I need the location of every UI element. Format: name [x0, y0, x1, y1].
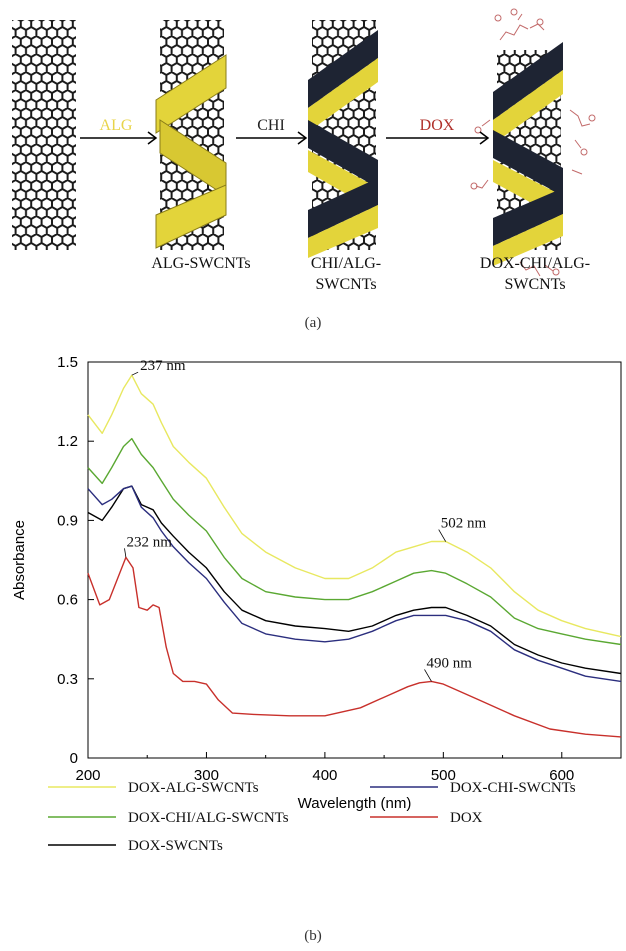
- product-label-alg-swcnts: ALG-SWCNTs: [151, 255, 250, 272]
- annotation-label: 232 nm: [127, 534, 173, 550]
- legend: DOX-ALG-SWCNTs DOX-CHI-SWCNTs DOX-CHI/ALG-…: [48, 780, 576, 854]
- nanotube-alg: [155, 20, 227, 250]
- series-line-dox: [87, 556, 622, 738]
- y-tick-label: 0.6: [57, 592, 78, 609]
- chi-band: [493, 130, 563, 196]
- y-tick-label: 1.2: [57, 433, 78, 450]
- legend-label: DOX-CHI/ALG-SWCNTs: [128, 810, 289, 826]
- y-tick-label: 1.5: [57, 354, 78, 371]
- series-line-dox-swcnts: [87, 485, 622, 675]
- reagent-label-dox: DOX: [420, 117, 455, 134]
- annotation-leader: [131, 371, 139, 376]
- arrow-step-3: [386, 131, 490, 145]
- series-line-dox-chi-swcnts: [87, 485, 622, 683]
- reagent-label-chi: CHI: [257, 117, 285, 134]
- x-tick-label: 400: [312, 767, 337, 784]
- absorbance-chart: 200 300 400 500 600 0 0.3 0.6 0.9 1.2 1.5 Wavelengt…: [11, 354, 622, 944]
- panel-label-a: (a): [305, 315, 322, 331]
- alg-band: [155, 184, 227, 249]
- axes: 200 300 400 500 600 0 0.3 0.6 0.9 1.2 1.5 Wavelengt…: [11, 354, 622, 812]
- product-label-chi-alg-line2: SWCNTs: [315, 276, 376, 293]
- chi-band: [308, 30, 378, 108]
- legend-label: DOX-ALG-SWCNTs: [128, 780, 259, 796]
- series-line-dox-chi-alg-swcnts: [87, 437, 622, 646]
- y-tick-label: 0.9: [57, 512, 78, 529]
- alg-band: [308, 205, 378, 258]
- legend-label: DOX-SWCNTs: [128, 838, 223, 854]
- product-label-chi-alg-line1: CHI/ALG-: [311, 255, 381, 272]
- annotation-label: 237 nm: [140, 358, 186, 374]
- dox-molecules: [470, 8, 596, 277]
- plot-frame: [87, 361, 622, 759]
- series-layer: [87, 374, 622, 738]
- alg-band: [308, 58, 378, 132]
- alg-band: [493, 70, 563, 144]
- x-axis-label: Wavelength (nm): [298, 795, 412, 812]
- x-tick-label: 300: [194, 767, 219, 784]
- annotation-leader: [124, 548, 127, 558]
- annotation-label: 490 nm: [426, 655, 472, 671]
- nanotube-chi-alg: [308, 20, 378, 258]
- arrow-step-2: [236, 131, 308, 145]
- x-tick-label: 200: [75, 767, 100, 784]
- alg-band: [155, 54, 227, 134]
- legend-label: DOX-CHI-SWCNTs: [450, 780, 576, 796]
- product-label-dox-chi-alg-line1: DOX-CHI/ALG-: [480, 255, 590, 272]
- reagent-label-alg: ALG: [100, 117, 133, 134]
- schematic-panel: ALG CHI DOX ALG-SWCNTs CHI/ALG- SWCNTs D…: [12, 8, 596, 331]
- chi-band: [308, 178, 378, 238]
- chi-band: [308, 120, 378, 188]
- chi-band: [493, 42, 563, 120]
- annotation-leader: [438, 529, 447, 542]
- panel-label-b: (b): [304, 928, 322, 944]
- x-tick-label: 600: [549, 767, 574, 784]
- arrow-step-1: [80, 131, 158, 145]
- x-tick-label: 500: [431, 767, 456, 784]
- y-tick-label: 0: [70, 750, 78, 767]
- annotations: 237 nm 232 nm 502 nm 490 nm: [124, 358, 487, 682]
- nanotube-pristine: [12, 20, 76, 250]
- series-line-dox-alg-swcnts: [87, 374, 622, 638]
- y-axis-label: Absorbance: [11, 520, 28, 600]
- product-label-dox-chi-alg-line2: SWCNTs: [504, 276, 565, 293]
- nanotube-dox-chi-alg: [470, 8, 596, 277]
- alg-band: [493, 214, 563, 266]
- legend-label: DOX: [450, 810, 483, 826]
- annotation-leader: [424, 669, 432, 682]
- chi-band: [493, 188, 563, 246]
- annotation-label: 502 nm: [441, 516, 487, 532]
- y-tick-label: 0.3: [57, 671, 78, 688]
